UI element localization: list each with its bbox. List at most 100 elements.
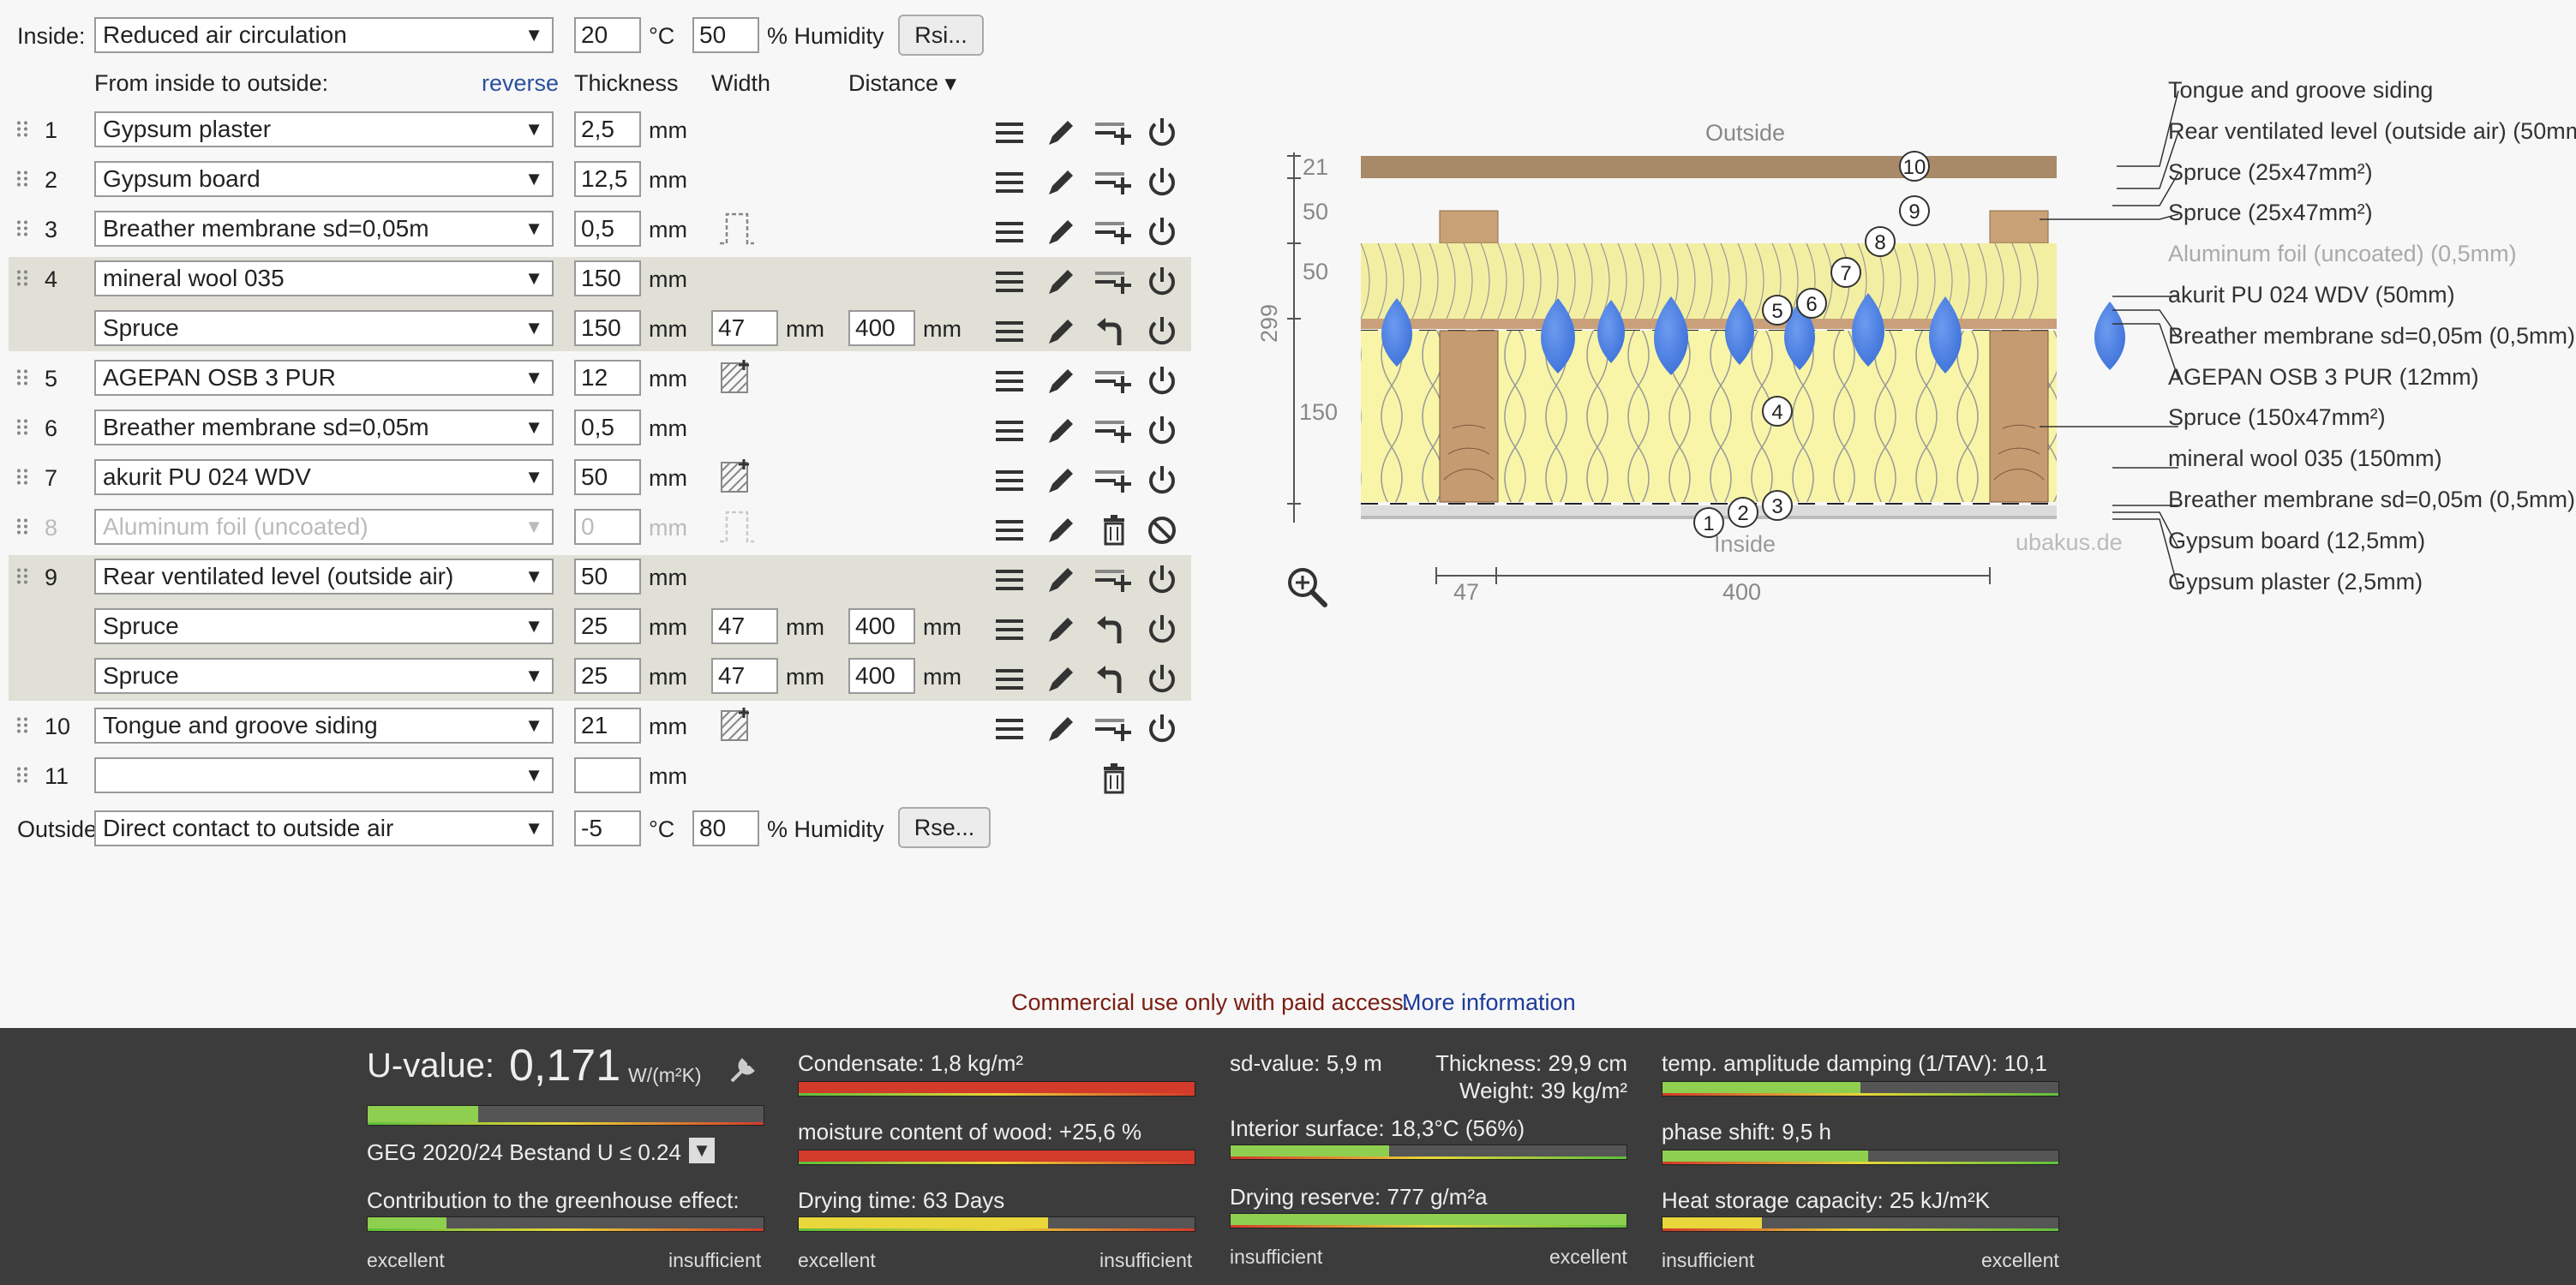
- add-layer-icon[interactable]: [1093, 364, 1135, 398]
- pencil-icon[interactable]: [1044, 215, 1078, 249]
- sub-width-input[interactable]: 47: [711, 608, 778, 644]
- power-icon[interactable]: [1145, 165, 1179, 200]
- menu-icon[interactable]: [992, 265, 1027, 299]
- hatch-add-icon[interactable]: [716, 706, 758, 744]
- layer-material-select[interactable]: Breather membrane sd=0,05m ▼: [94, 409, 554, 445]
- drag-handle-icon[interactable]: [17, 170, 29, 188]
- menu-icon[interactable]: [992, 513, 1027, 547]
- power-icon[interactable]: [1145, 613, 1179, 647]
- add-layer-icon[interactable]: [1093, 414, 1135, 448]
- add-layer-icon[interactable]: [1093, 463, 1135, 498]
- sub-width-input[interactable]: 47: [711, 310, 778, 346]
- membrane-icon[interactable]: [716, 209, 758, 247]
- add-layer-icon[interactable]: [1093, 116, 1135, 150]
- power-icon[interactable]: [1145, 662, 1179, 696]
- drag-handle-icon[interactable]: [17, 269, 29, 288]
- menu-icon[interactable]: [992, 364, 1027, 398]
- layer-thickness-input[interactable]: [574, 757, 641, 793]
- sub-thickness-input[interactable]: 25: [574, 658, 641, 694]
- pencil-icon[interactable]: [1044, 314, 1078, 349]
- undo-icon[interactable]: [1093, 314, 1135, 349]
- drag-handle-icon[interactable]: [17, 766, 29, 785]
- add-layer-icon[interactable]: [1093, 563, 1135, 597]
- add-layer-icon[interactable]: [1093, 712, 1135, 746]
- power-icon[interactable]: [1145, 563, 1179, 597]
- pencil-icon[interactable]: [1044, 613, 1078, 647]
- layer-thickness-input[interactable]: 12: [574, 360, 641, 396]
- power-icon[interactable]: [1145, 116, 1179, 150]
- add-layer-icon[interactable]: [1093, 215, 1135, 249]
- power-icon[interactable]: [1145, 463, 1179, 498]
- hatch-add-icon[interactable]: [716, 457, 758, 495]
- layer-material-select[interactable]: Gypsum board ▼: [94, 161, 554, 197]
- pencil-icon[interactable]: [1044, 414, 1078, 448]
- menu-icon[interactable]: [992, 662, 1027, 696]
- menu-icon[interactable]: [992, 215, 1027, 249]
- sub-thickness-input[interactable]: 25: [574, 608, 641, 644]
- wrench-icon[interactable]: [727, 1055, 758, 1086]
- reverse-link[interactable]: reverse: [482, 70, 560, 96]
- layer-thickness-input[interactable]: 150: [574, 260, 641, 296]
- menu-icon[interactable]: [992, 414, 1027, 448]
- pencil-icon[interactable]: [1044, 463, 1078, 498]
- undo-icon[interactable]: [1093, 662, 1135, 696]
- add-layer-icon[interactable]: [1093, 165, 1135, 200]
- sub-material-select[interactable]: Spruce ▼: [94, 658, 554, 694]
- outside-climate-select[interactable]: Direct contact to outside air ▼: [94, 810, 554, 846]
- pencil-icon[interactable]: [1044, 265, 1078, 299]
- outside-humidity-input[interactable]: 80: [692, 810, 759, 846]
- layer-thickness-input[interactable]: 0,5: [574, 409, 641, 445]
- sub-distance-input[interactable]: 400: [848, 608, 915, 644]
- menu-icon[interactable]: [992, 314, 1027, 349]
- rse-button[interactable]: Rse...: [898, 807, 991, 848]
- layer-thickness-input[interactable]: 50: [574, 559, 641, 595]
- hatch-add-icon[interactable]: [716, 358, 758, 396]
- layer-material-select[interactable]: Aluminum foil (uncoated) ▼: [94, 509, 554, 545]
- power-icon[interactable]: [1145, 414, 1179, 448]
- power-icon[interactable]: [1145, 364, 1179, 398]
- geg-dropdown-icon[interactable]: ▼: [689, 1138, 715, 1163]
- drag-handle-icon[interactable]: [17, 716, 29, 735]
- power-icon[interactable]: [1145, 314, 1179, 349]
- menu-icon[interactable]: [992, 165, 1027, 200]
- sub-material-select[interactable]: Spruce ▼: [94, 608, 554, 644]
- drag-handle-icon[interactable]: [17, 567, 29, 586]
- drag-handle-icon[interactable]: [17, 219, 29, 238]
- pencil-icon[interactable]: [1044, 364, 1078, 398]
- layer-material-select[interactable]: Gypsum plaster ▼: [94, 111, 554, 147]
- disable-icon[interactable]: [1145, 513, 1179, 547]
- more-information-link[interactable]: More information: [1402, 989, 1576, 1015]
- distance-header[interactable]: Distance ▾: [848, 70, 957, 96]
- zoom-in-icon[interactable]: [1285, 565, 1328, 608]
- sub-width-input[interactable]: 47: [711, 658, 778, 694]
- layer-material-select[interactable]: Rear ventilated level (outside air) ▼: [94, 559, 554, 595]
- drag-handle-icon[interactable]: [17, 468, 29, 487]
- drag-handle-icon[interactable]: [17, 368, 29, 387]
- layer-thickness-input[interactable]: 50: [574, 459, 641, 495]
- pencil-icon[interactable]: [1044, 662, 1078, 696]
- add-layer-icon[interactable]: [1093, 265, 1135, 299]
- power-icon[interactable]: [1145, 712, 1179, 746]
- membrane-icon[interactable]: [716, 507, 758, 545]
- inside-humidity-input[interactable]: 50: [692, 17, 759, 53]
- menu-icon[interactable]: [992, 563, 1027, 597]
- pencil-icon[interactable]: [1044, 165, 1078, 200]
- menu-icon[interactable]: [992, 712, 1027, 746]
- drag-handle-icon[interactable]: [17, 120, 29, 139]
- menu-icon[interactable]: [992, 613, 1027, 647]
- undo-icon[interactable]: [1093, 613, 1135, 647]
- sub-distance-input[interactable]: 400: [848, 658, 915, 694]
- power-icon[interactable]: [1145, 265, 1179, 299]
- trash-icon[interactable]: [1097, 513, 1131, 547]
- drag-handle-icon[interactable]: [17, 517, 29, 536]
- layer-material-select[interactable]: akurit PU 024 WDV ▼: [94, 459, 554, 495]
- layer-material-select[interactable]: Breather membrane sd=0,05m ▼: [94, 211, 554, 247]
- drag-handle-icon[interactable]: [17, 418, 29, 437]
- outside-temp-input[interactable]: -5: [574, 810, 641, 846]
- layer-thickness-input[interactable]: 0,5: [574, 211, 641, 247]
- trash-icon[interactable]: [1097, 762, 1131, 796]
- pencil-icon[interactable]: [1044, 513, 1078, 547]
- menu-icon[interactable]: [992, 463, 1027, 498]
- inside-temp-input[interactable]: 20: [574, 17, 641, 53]
- sub-material-select[interactable]: Spruce ▼: [94, 310, 554, 346]
